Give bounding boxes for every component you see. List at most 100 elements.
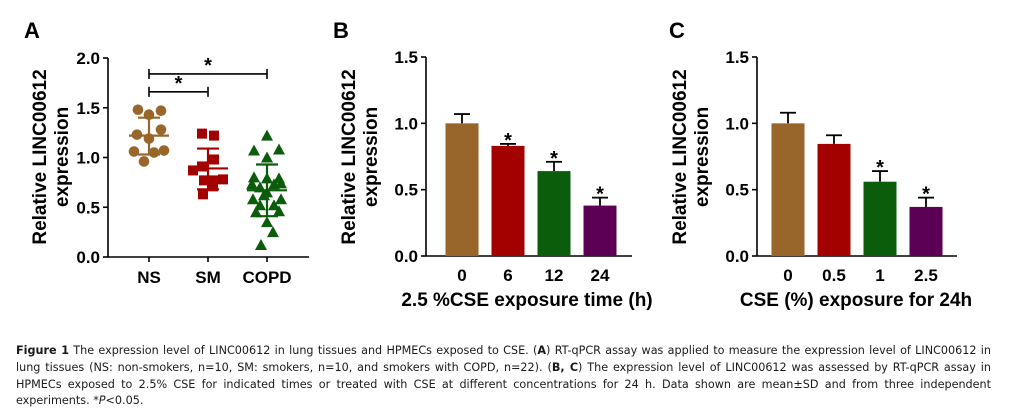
caption-text: A [537,344,547,357]
panel-b: B Relative LINC00612 expression 2.5 %CSE… [333,18,653,311]
caption-text: ) RT-qPCR assay was applied to measure t… [16,344,991,374]
data-point-triangle [267,226,279,238]
data-point-triangle [254,199,266,211]
y-tick-label: 2.0 [76,49,100,68]
y-tick-label: 0.0 [76,248,100,267]
significance-star: * [204,55,212,77]
x-axis-title: CSE (%) exposure for 24h [740,290,972,311]
bar-marks: * * * [445,113,617,256]
x-axis-title: 2.5 %CSE exposure time (h) [401,290,652,311]
bar-group [771,111,805,256]
panel-a: A Relative LINC00612 expression 0.0 0.5 1.… [24,18,309,287]
y-axis-label-line1: Relative LINC00612 [670,69,691,244]
y-tick-label: 1.5 [76,99,100,118]
significance-bracket: * [148,73,209,97]
x-tick-label: SM [195,268,221,287]
data-point-triangle [248,171,260,183]
y-axis-label: Relative LINC00612 expression [670,69,713,244]
bar [491,145,525,256]
y-tick-label: 0.0 [725,247,749,266]
y-tick-label: 1.0 [725,114,749,133]
caption-text: <0.05. [105,394,144,408]
x-tick-label: 1 [875,266,884,285]
data-point-triangle [268,199,280,211]
data-point-triangle [261,216,273,228]
significance-star: * [596,184,604,206]
data-point-triangle [250,206,262,218]
bar [863,181,897,256]
y-tick-label: 1.0 [394,114,418,133]
bar-group [817,134,851,256]
caption-text: P [98,394,106,408]
y-axis-label-line1: Relative LINC00612 [30,69,51,244]
figure-canvas: A Relative LINC00612 expression 0.0 0.5 1.… [24,18,972,311]
y-tick-label: 0.5 [394,181,418,200]
figure-caption: Figure 1 The expression level of LINC006… [16,343,991,410]
bar-group: * [491,130,525,256]
x-tick-label: 0 [783,266,792,285]
caption-figure-label: Figure 1 [16,344,69,357]
data-point-triangle [261,151,273,163]
data-point-triangle [255,239,267,251]
y-axis-label: Relative LINC00612 expression [30,69,73,244]
axes: 0.0 0.5 1.0 1.5 0 0.5 1 2.5 [725,48,957,285]
x-tick-label: 6 [503,266,512,285]
data-point-square [197,128,207,139]
data-point-square [188,165,198,176]
bar-group: * [909,184,943,256]
y-tick-label: 0.5 [725,181,749,200]
significance-bracket: * [148,55,268,79]
panel-letter-b: B [333,18,349,43]
bar-marks: ** [771,111,943,256]
panel-letter-c: C [669,18,685,43]
data-point-triangle [273,143,285,155]
panel-c: C Relative LINC00612 expression CSE (%) … [669,18,972,311]
bar [537,171,571,256]
x-tick-label: 0.5 [822,266,846,285]
scatter-marks: ** [128,55,287,251]
caption-text: ) The expression level of LINC00612 was … [16,360,991,408]
data-point-triangle [246,178,258,190]
y-tick-label: 1.5 [725,48,749,67]
data-point-square [208,181,218,192]
x-tick-label: 12 [545,266,564,285]
bar-group [445,113,479,256]
y-tick-label: 0.5 [76,198,100,217]
series-ns [128,104,170,167]
y-tick-label: 1.5 [394,48,418,67]
data-point-triangle [273,205,285,217]
y-axis-label: Relative LINC00612 expression [339,69,382,244]
axes: 0.0 0.5 1.0 1.5 2.0 NS SM COPD [76,49,309,287]
panel-letter-a: A [24,18,40,43]
series-copd [246,129,287,251]
series-sm [188,128,228,200]
significance-star: * [876,157,884,179]
bar [583,205,617,256]
significance-star: * [175,73,183,95]
significance-star: * [504,130,512,152]
data-point-circle [155,124,167,135]
bar-group: * [583,184,617,256]
caption-text: B, C [551,360,579,374]
bar [817,143,851,256]
y-tick-label: 1.0 [76,149,100,168]
x-tick-label: 0 [457,266,466,285]
data-point-triangle [248,144,260,156]
data-point-square [209,154,219,165]
data-point-square [198,189,208,200]
y-axis-label-line2: expression [52,107,73,207]
x-tick-label: NS [137,268,161,287]
bar-group: * [863,157,897,256]
data-point-triangle [261,129,273,141]
caption-text: The expression level of LINC00612 in lun… [68,344,538,357]
data-point-square [218,174,228,185]
data-point-triangle [275,177,287,189]
bar-group: * [537,148,571,256]
data-point-square [209,130,219,141]
significance-star: * [550,148,558,170]
bar [909,206,943,256]
data-point-triangle [247,193,259,205]
data-point-circle [132,104,144,116]
y-axis-label-line1: Relative LINC00612 [339,69,360,244]
data-point-circle [138,156,150,167]
